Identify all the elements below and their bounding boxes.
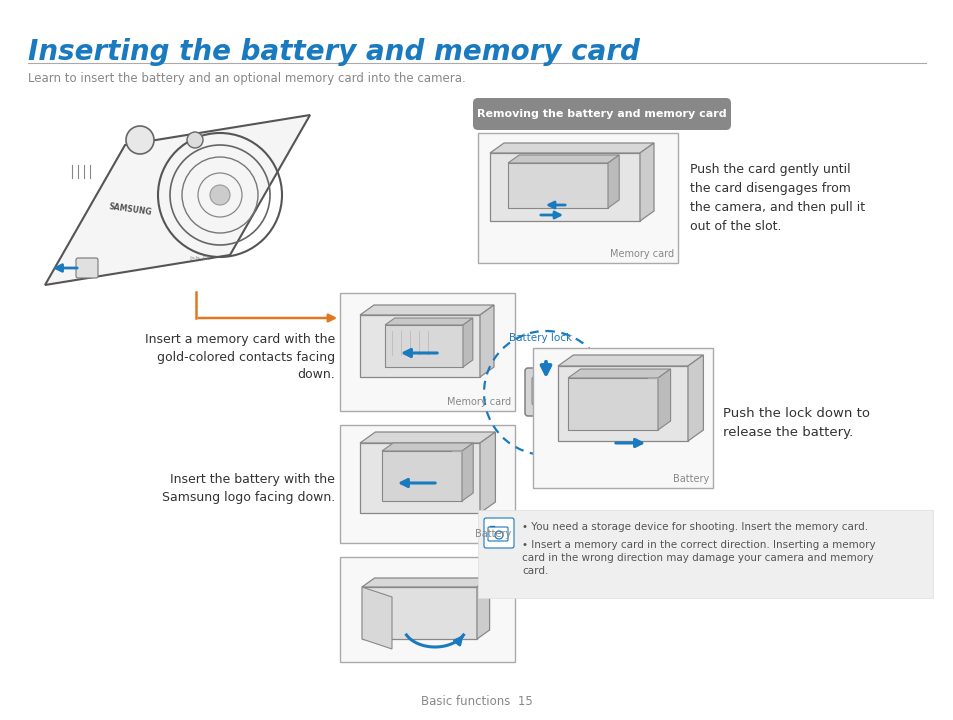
Text: SAMSUNG: SAMSUNG: [108, 202, 152, 217]
Polygon shape: [361, 578, 489, 587]
Text: • Insert a memory card in the correct direction. Inserting a memory
card in the : • Insert a memory card in the correct di…: [521, 540, 875, 577]
Text: Memory card: Memory card: [446, 397, 511, 407]
FancyBboxPatch shape: [524, 368, 566, 416]
Text: • You need a storage device for shooting. Insert the memory card.: • You need a storage device for shooting…: [521, 522, 867, 532]
Polygon shape: [339, 293, 515, 411]
Polygon shape: [541, 387, 550, 397]
FancyBboxPatch shape: [477, 510, 932, 598]
Text: Insert the battery with the
Samsung logo facing down.: Insert the battery with the Samsung logo…: [162, 474, 335, 505]
FancyBboxPatch shape: [483, 518, 514, 548]
Polygon shape: [361, 587, 392, 649]
Polygon shape: [385, 325, 462, 367]
Text: Inserting the battery and memory card: Inserting the battery and memory card: [28, 38, 639, 66]
Polygon shape: [462, 318, 473, 367]
Polygon shape: [607, 155, 618, 208]
Text: Battery: Battery: [475, 529, 511, 539]
Polygon shape: [479, 432, 495, 513]
Polygon shape: [507, 163, 607, 208]
Polygon shape: [339, 425, 515, 543]
Polygon shape: [687, 355, 702, 441]
Polygon shape: [461, 443, 473, 501]
Polygon shape: [567, 369, 670, 378]
Circle shape: [187, 132, 203, 148]
Polygon shape: [507, 155, 618, 163]
FancyBboxPatch shape: [488, 527, 507, 541]
FancyBboxPatch shape: [76, 258, 98, 278]
Text: Basic functions  15: Basic functions 15: [420, 695, 533, 708]
Polygon shape: [45, 115, 310, 285]
Text: Push the card gently until
the card disengages from
the camera, and then pull it: Push the card gently until the card dise…: [689, 163, 864, 233]
Circle shape: [210, 185, 230, 205]
Polygon shape: [359, 315, 479, 377]
Polygon shape: [490, 153, 639, 221]
Polygon shape: [477, 133, 678, 263]
Text: Battery lock: Battery lock: [509, 333, 572, 343]
Polygon shape: [385, 318, 473, 325]
Polygon shape: [533, 348, 712, 488]
Polygon shape: [361, 587, 476, 639]
Text: Learn to insert the battery and an optional memory card into the camera.: Learn to insert the battery and an optio…: [28, 72, 465, 85]
Polygon shape: [381, 451, 461, 501]
Polygon shape: [359, 305, 494, 315]
Polygon shape: [490, 143, 654, 153]
Polygon shape: [359, 443, 479, 513]
Circle shape: [126, 126, 153, 154]
Polygon shape: [658, 369, 670, 430]
Text: Removing the battery and memory card: Removing the battery and memory card: [476, 109, 726, 119]
Polygon shape: [339, 557, 515, 662]
Polygon shape: [476, 578, 489, 639]
Text: Push the lock down to
release the battery.: Push the lock down to release the batter…: [722, 407, 869, 439]
FancyBboxPatch shape: [532, 377, 559, 405]
Text: Insert a memory card with the
gold-colored contacts facing
down.: Insert a memory card with the gold-color…: [145, 333, 335, 382]
Polygon shape: [558, 366, 687, 441]
Polygon shape: [558, 355, 702, 366]
Polygon shape: [567, 378, 658, 430]
Polygon shape: [359, 432, 495, 443]
FancyBboxPatch shape: [473, 98, 730, 130]
Text: Memory card: Memory card: [609, 249, 673, 259]
Text: Battery: Battery: [672, 474, 708, 484]
Text: ⊳⊳ CE: ⊳⊳ CE: [190, 256, 211, 261]
Polygon shape: [479, 305, 494, 377]
Polygon shape: [381, 443, 473, 451]
Polygon shape: [639, 143, 654, 221]
